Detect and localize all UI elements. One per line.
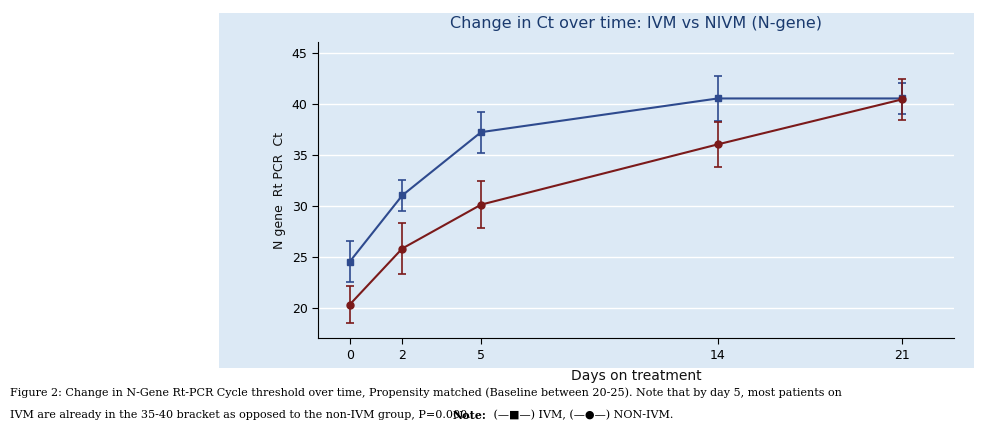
X-axis label: Days on treatment: Days on treatment — [571, 369, 702, 383]
Text: Note:: Note: — [452, 410, 486, 421]
Text: (—■—) IVM, (—●—) NON-IVM.: (—■—) IVM, (—●—) NON-IVM. — [490, 410, 673, 420]
Text: IVM are already in the 35-40 bracket as opposed to the non-IVM group, P=0.000.: IVM are already in the 35-40 bracket as … — [10, 410, 474, 420]
Title: Change in Ct over time: IVM vs NIVM (N-gene): Change in Ct over time: IVM vs NIVM (N-g… — [450, 16, 822, 31]
Y-axis label: N gene  Rt PCR  Ct: N gene Rt PCR Ct — [273, 132, 286, 249]
Text: Figure 2: Change in N-Gene Rt-PCR Cycle threshold over time, Propensity matched : Figure 2: Change in N-Gene Rt-PCR Cycle … — [10, 387, 842, 398]
